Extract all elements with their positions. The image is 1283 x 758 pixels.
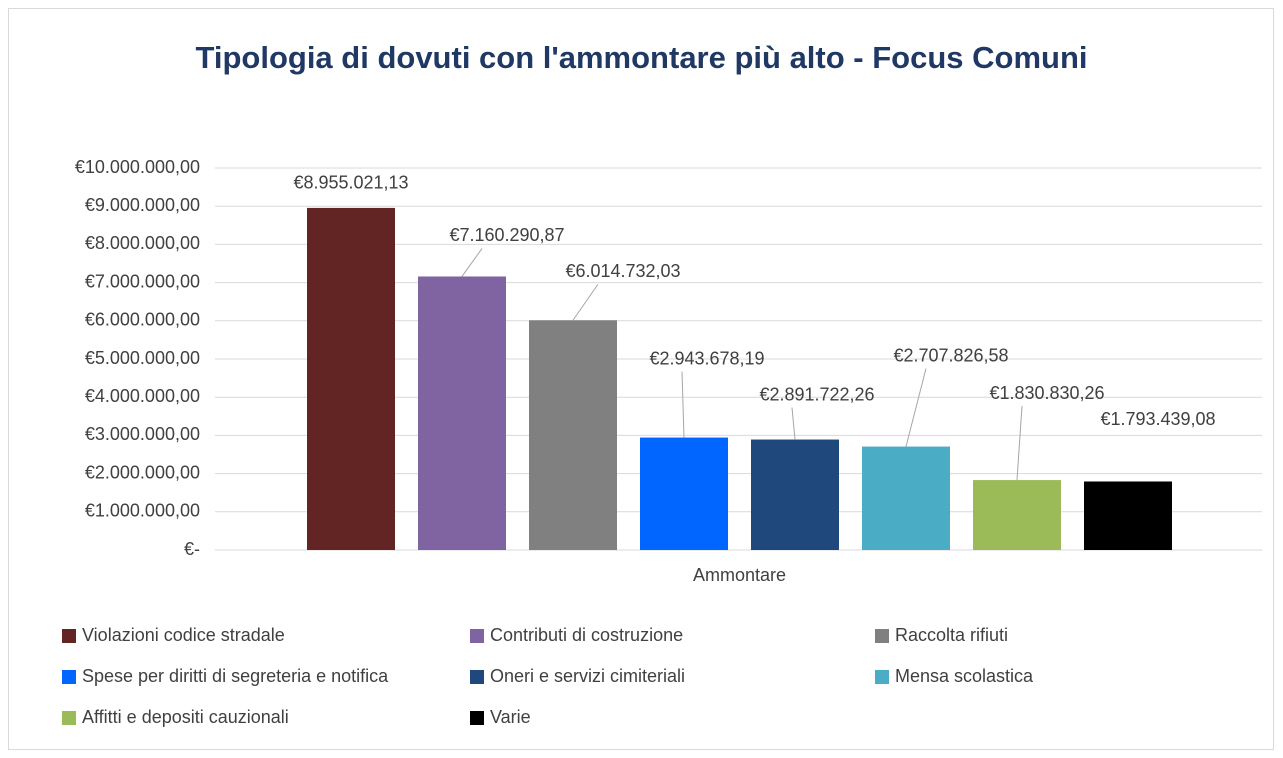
y-tick-label: €5.000.000,00 bbox=[85, 348, 200, 368]
data-label: €2.707.826,58 bbox=[893, 345, 1008, 365]
y-tick-label: €8.000.000,00 bbox=[85, 233, 200, 253]
title-box: Tipologia di dovuti con l'ammontare più … bbox=[0, 38, 1283, 78]
bar bbox=[862, 446, 950, 550]
bar bbox=[529, 320, 617, 550]
legend-label: Violazioni codice stradale bbox=[82, 625, 285, 645]
bar bbox=[751, 439, 839, 550]
leader-line bbox=[791, 407, 796, 440]
leader-line bbox=[461, 248, 483, 277]
x-tick-label: Ammontare bbox=[693, 565, 786, 585]
legend-swatch bbox=[62, 711, 76, 725]
leader-line bbox=[905, 368, 927, 447]
leader-line bbox=[681, 371, 685, 438]
legend-swatch bbox=[62, 629, 76, 643]
bar bbox=[307, 207, 395, 550]
data-label: €1.793.439,08 bbox=[1100, 409, 1215, 429]
y-tick-label: €10.000.000,00 bbox=[75, 157, 200, 177]
legend-label: Contributi di costruzione bbox=[490, 625, 683, 645]
y-tick-label: €9.000.000,00 bbox=[85, 195, 200, 215]
legend-swatch bbox=[470, 670, 484, 684]
data-label: €8.955.021,13 bbox=[293, 173, 408, 193]
data-label: €6.014.732,03 bbox=[565, 261, 680, 281]
data-label: €7.160.290,87 bbox=[449, 225, 564, 245]
y-tick-label: €3.000.000,00 bbox=[85, 424, 200, 444]
legend-label: Spese per diritti di segreteria e notifi… bbox=[82, 666, 389, 686]
y-tick-label: €6.000.000,00 bbox=[85, 310, 200, 330]
chart-frame bbox=[8, 8, 1274, 750]
legend-label: Raccolta rifiuti bbox=[895, 625, 1008, 645]
legend-swatch bbox=[470, 629, 484, 643]
data-label: €2.891.722,26 bbox=[759, 384, 874, 404]
legend-label: Oneri e servizi cimiteriali bbox=[490, 666, 685, 686]
y-tick-label: €2.000.000,00 bbox=[85, 462, 200, 482]
y-tick-label: €1.000.000,00 bbox=[85, 501, 200, 521]
legend-label: Affitti e depositi cauzionali bbox=[82, 707, 289, 727]
legend-label: Mensa scolastica bbox=[895, 666, 1034, 686]
leader-line bbox=[572, 283, 599, 321]
bar bbox=[418, 276, 506, 550]
data-label: €2.943.678,19 bbox=[649, 348, 764, 368]
legend-swatch bbox=[470, 711, 484, 725]
bar bbox=[1084, 481, 1172, 550]
leader-line bbox=[1016, 406, 1023, 481]
bar bbox=[973, 480, 1061, 550]
legend-swatch bbox=[62, 670, 76, 684]
y-tick-label: €7.000.000,00 bbox=[85, 271, 200, 291]
data-label: €1.830.830,26 bbox=[989, 383, 1104, 403]
legend-label: Varie bbox=[490, 707, 531, 727]
chart-title: Tipologia di dovuti con l'ammontare più … bbox=[195, 40, 1088, 75]
y-tick-label: €4.000.000,00 bbox=[85, 386, 200, 406]
legend-swatch bbox=[875, 670, 889, 684]
y-tick-label: €- bbox=[184, 539, 200, 559]
legend-swatch bbox=[875, 629, 889, 643]
bar bbox=[640, 437, 728, 550]
